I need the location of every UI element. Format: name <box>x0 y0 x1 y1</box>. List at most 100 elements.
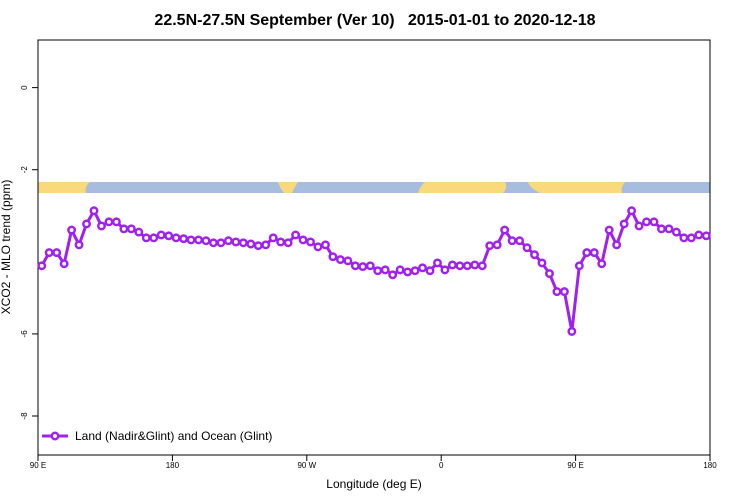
point <box>462 261 472 271</box>
point <box>530 250 539 260</box>
point <box>418 263 427 273</box>
point <box>358 262 368 272</box>
point <box>134 227 144 237</box>
point <box>171 233 181 243</box>
point <box>701 231 711 241</box>
point <box>119 224 129 234</box>
point <box>126 224 136 234</box>
x-axis-label: Longitude (deg E) <box>326 477 421 491</box>
point <box>44 248 54 258</box>
point <box>403 267 413 277</box>
point <box>231 237 241 247</box>
point <box>149 233 159 243</box>
point <box>298 235 308 245</box>
point <box>612 240 622 250</box>
point <box>67 225 77 235</box>
point <box>634 221 644 231</box>
point <box>642 217 651 227</box>
point <box>321 240 330 250</box>
point <box>246 239 256 249</box>
point <box>328 252 338 262</box>
point <box>686 233 696 243</box>
y-tick-label: -2 <box>20 166 29 174</box>
x-tick-label: 180 <box>703 461 717 470</box>
point <box>82 219 91 229</box>
plot-frame <box>37 39 711 456</box>
point <box>485 241 495 251</box>
x-tick-label: 0 <box>439 461 444 470</box>
point <box>619 219 629 229</box>
point <box>649 217 659 227</box>
point <box>410 266 420 276</box>
point <box>604 225 614 235</box>
point <box>111 217 121 227</box>
y-tick-label: -8 <box>20 412 29 420</box>
point <box>59 259 69 269</box>
point <box>179 234 189 244</box>
land-strip <box>418 182 507 193</box>
point <box>283 238 293 248</box>
legend-label: Land (Nadir&Glint) and Ocean (Glint) <box>75 429 272 443</box>
map-strip <box>38 182 710 193</box>
point <box>313 242 323 252</box>
point <box>567 326 577 336</box>
point <box>306 237 315 247</box>
x-tick-label: 180 <box>166 461 180 470</box>
point <box>657 224 666 234</box>
point <box>679 233 689 243</box>
point <box>209 238 218 248</box>
point <box>216 238 226 248</box>
y-tick-label: -6 <box>20 330 29 338</box>
point <box>664 224 674 234</box>
point <box>582 248 592 258</box>
point <box>552 287 562 297</box>
point <box>694 230 704 240</box>
point <box>223 236 233 246</box>
point <box>365 261 375 271</box>
point <box>589 248 599 258</box>
point <box>186 235 196 245</box>
chart-title: 22.5N-27.5N September (Ver 10) 2015-01-0… <box>154 12 595 29</box>
point <box>627 206 637 216</box>
point <box>253 241 263 251</box>
point <box>559 287 569 297</box>
point <box>455 261 465 271</box>
point <box>164 231 174 241</box>
y-axis-label: XCO2 - MLO trend (ppm) <box>0 180 13 315</box>
point <box>268 233 278 243</box>
land-strip <box>528 182 625 193</box>
legend-marker <box>50 431 60 441</box>
point <box>388 270 398 280</box>
point <box>425 266 435 276</box>
point <box>74 240 84 250</box>
point <box>395 265 405 275</box>
point <box>574 261 584 271</box>
point <box>545 269 554 279</box>
point <box>52 248 62 258</box>
point <box>141 233 151 243</box>
point <box>97 221 106 231</box>
point <box>440 265 450 275</box>
point <box>671 227 681 237</box>
point <box>238 238 248 248</box>
point <box>89 206 99 216</box>
y-tick-label: 0 <box>20 85 29 90</box>
point <box>291 230 301 240</box>
point <box>515 236 525 246</box>
point <box>156 230 166 240</box>
land-strip <box>278 182 298 193</box>
point <box>477 261 487 271</box>
point <box>350 261 360 271</box>
point <box>447 260 457 270</box>
point <box>380 265 390 275</box>
point <box>522 243 532 253</box>
land-strip <box>38 182 90 193</box>
point <box>261 240 271 250</box>
point <box>507 236 517 246</box>
point <box>276 237 286 247</box>
x-tick-label: 90 E <box>30 461 46 470</box>
point <box>104 217 114 227</box>
point <box>343 256 353 266</box>
